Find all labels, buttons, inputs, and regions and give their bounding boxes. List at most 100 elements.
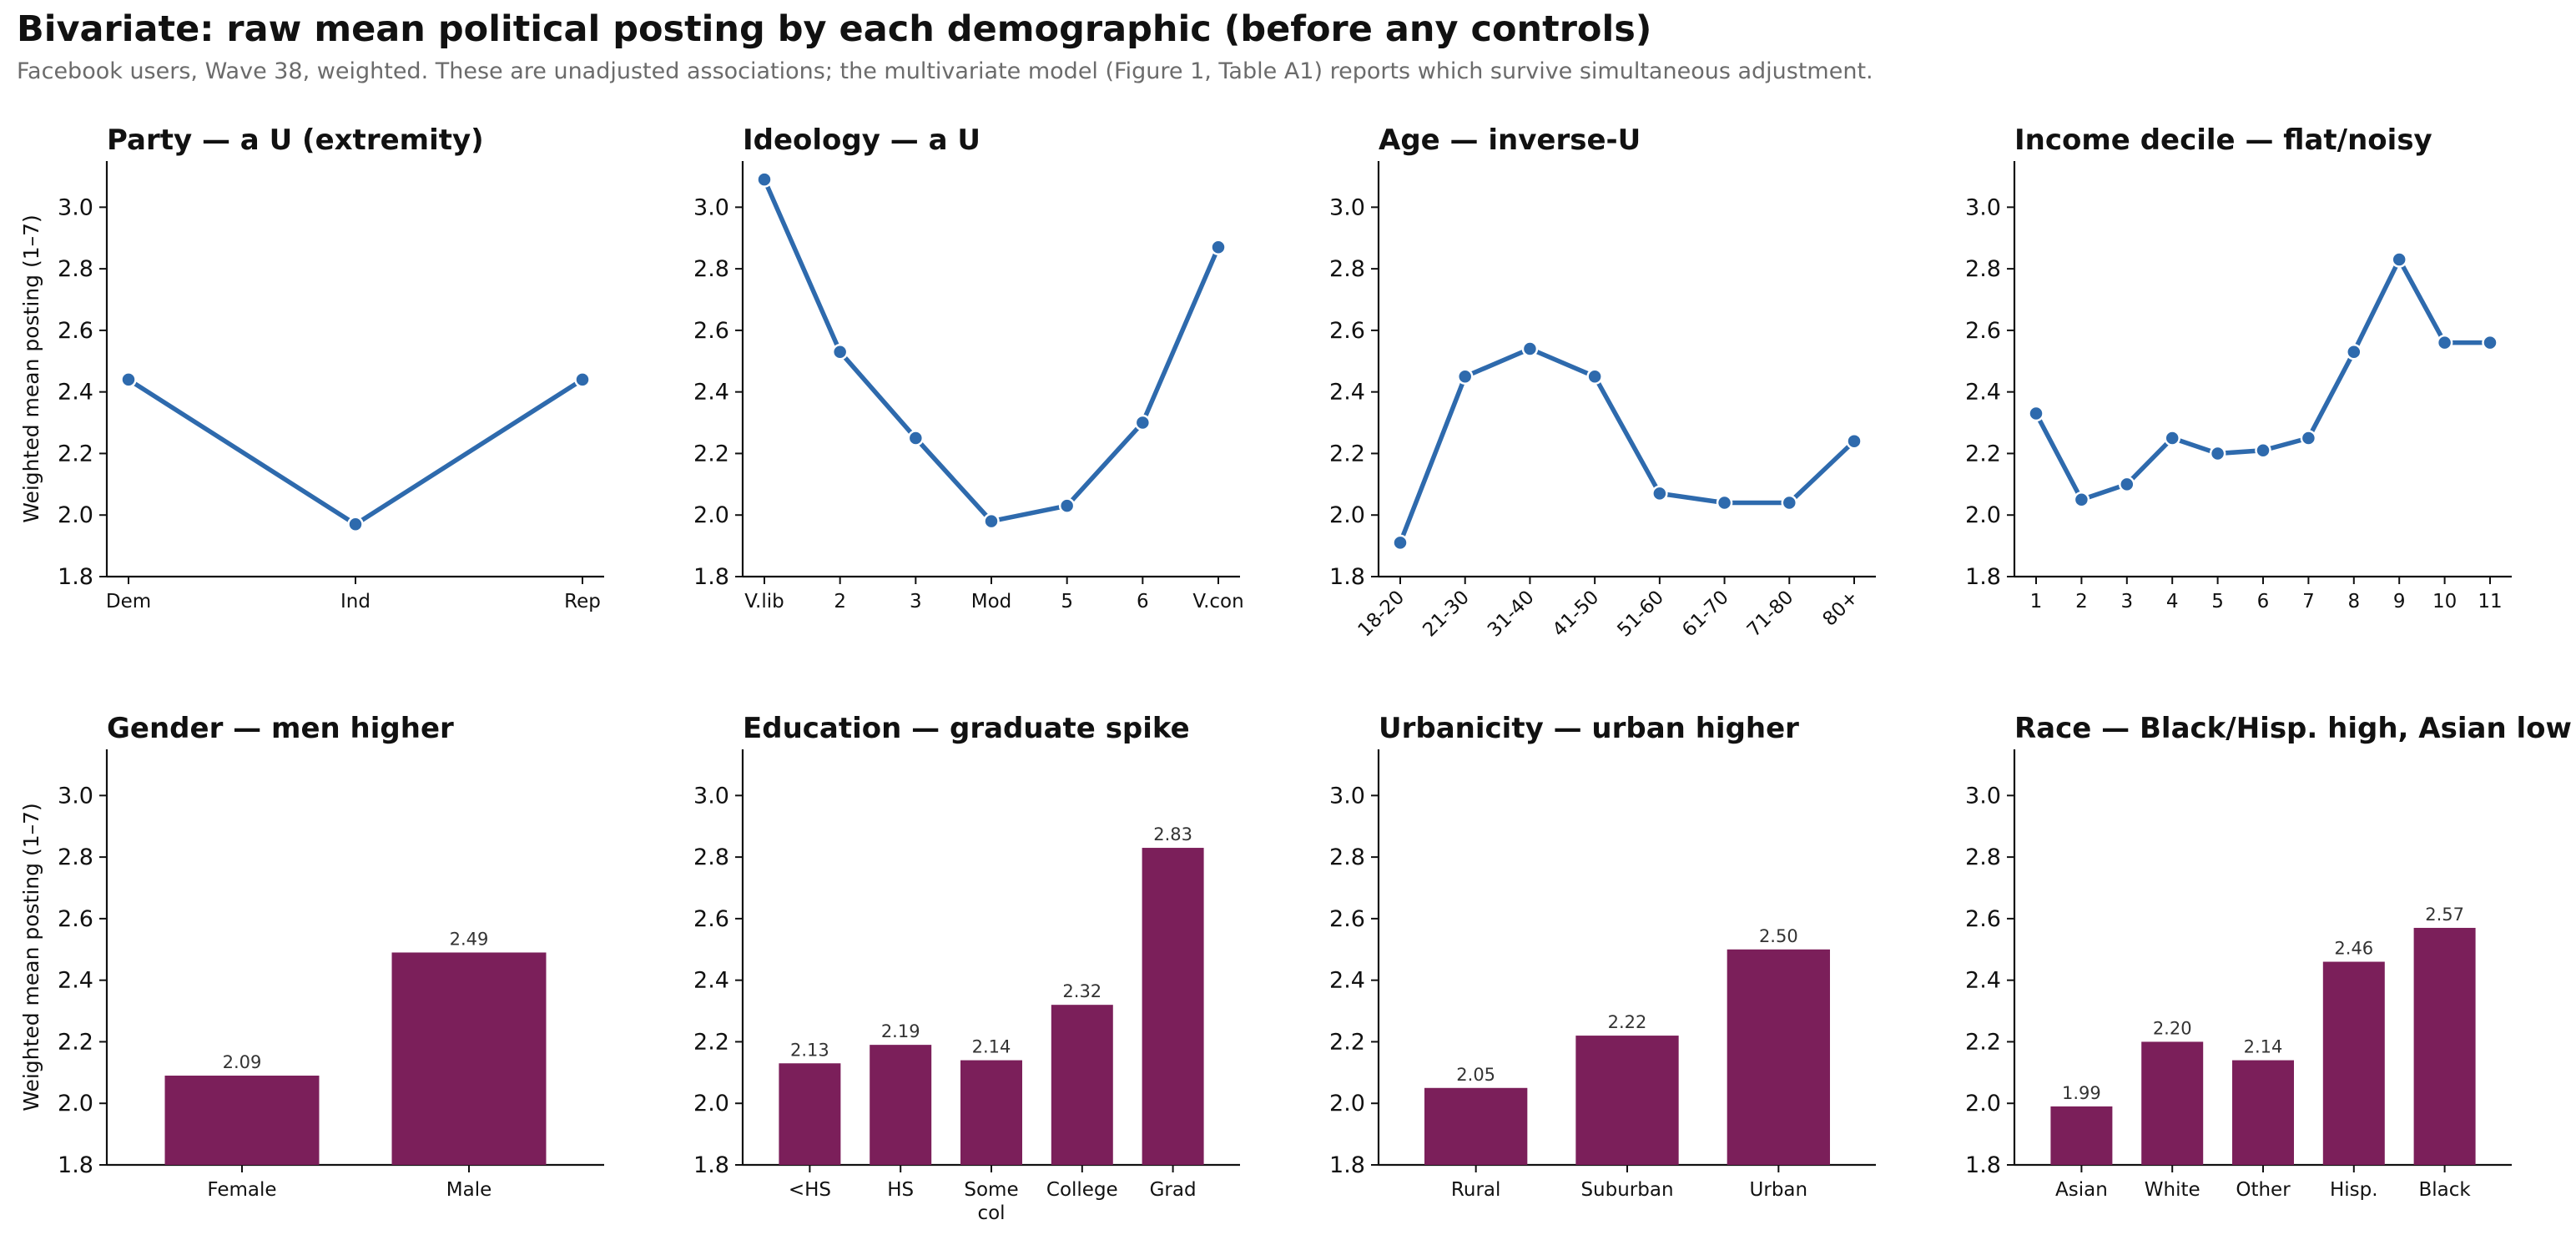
data-point (1521, 340, 1539, 357)
bar-value-label: 2.14 (2244, 1037, 2283, 1057)
data-point (1058, 497, 1076, 514)
y-tick-label: 2.4 (1329, 968, 1365, 994)
x-tick-label: White (2145, 1179, 2200, 1201)
subplot-5: Gender — men higher Weighted mean posting… (19, 712, 604, 1201)
bar (779, 1063, 841, 1165)
bar (1727, 949, 1830, 1165)
y-tick-label: 2.4 (1329, 380, 1365, 406)
data-point (347, 516, 364, 533)
bar-value-label: 2.50 (1759, 926, 1798, 946)
y-tick-label: 2.4 (693, 968, 729, 994)
x-tick-label: Rep (564, 591, 601, 612)
y-tick-label: 2.6 (693, 906, 729, 932)
bar (2232, 1060, 2294, 1165)
x-tick-label: 71-80 (1743, 587, 1798, 642)
data-point (2255, 442, 2271, 459)
y-tick-label: 3.0 (693, 194, 729, 220)
y-tick-label: 2.2 (58, 441, 93, 466)
x-tick-label: 2 (2075, 591, 2088, 612)
subplot-3: Age — inverse-U 1.8 2.0 2.2 2.4 2.6 2.8 3.0 18-2… (1329, 123, 1876, 642)
y-tick-label: 2.6 (58, 318, 93, 344)
bar (2141, 1041, 2204, 1165)
y-tick-label: 2.8 (1329, 844, 1365, 870)
y-tick-label: 2.6 (1965, 906, 2001, 932)
series-line (2034, 257, 2493, 502)
y-tick-label: 2.2 (693, 1029, 729, 1055)
y-tick-label: 1.8 (693, 564, 729, 590)
y-tick-label: 2.6 (1329, 318, 1365, 344)
data-point (1651, 485, 1668, 502)
x-tick-label: Male (446, 1179, 492, 1201)
x-tick-label: Asian (2055, 1179, 2108, 1201)
x-tick-label: Urban (1750, 1179, 1808, 1201)
x-tick-label: Hisp. (2330, 1179, 2378, 1201)
y-tick-label: 3.0 (1965, 783, 2001, 809)
x-tick-label: 7 (2302, 591, 2315, 612)
y-tick-label: 2.0 (58, 1091, 93, 1117)
y-tick-label: 1.8 (1329, 564, 1365, 590)
y-tick-label: 2.0 (693, 1091, 729, 1117)
y-tick-label: 2.2 (693, 441, 729, 466)
bar-value-label: 2.49 (450, 929, 489, 949)
y-tick-label: 1.8 (1965, 564, 2001, 590)
data-point (2300, 430, 2317, 446)
x-tick-label: 61-70 (1678, 587, 1733, 642)
y-tick-label: 1.8 (1965, 1152, 2001, 1178)
x-tick-label: Black (2418, 1179, 2471, 1201)
figure-title: Bivariate: raw mean political posting by… (17, 8, 1652, 50)
subplot-6: Education — graduate spike 1.8 2.0 2.2 2.4 2.… (693, 712, 1240, 1224)
y-tick-label: 2.8 (58, 844, 93, 870)
data-point (574, 371, 591, 388)
subplot-title: Gender — men higher (107, 712, 454, 745)
x-tick-label: Female (207, 1179, 276, 1201)
bar-value-label: 2.14 (972, 1037, 1011, 1057)
bar-value-label: 2.22 (1608, 1012, 1647, 1032)
y-tick-label: 2.4 (1965, 380, 2001, 406)
y-tick-label: 2.6 (1965, 318, 2001, 344)
y-tick-label: 2.0 (1329, 1091, 1365, 1117)
data-point (2209, 445, 2226, 462)
series-line (126, 377, 585, 527)
bar-value-label: 2.05 (1456, 1065, 1495, 1085)
bar (1051, 1005, 1113, 1165)
subplot-1: Party — a U (extremity) Weighted mean pos… (19, 123, 604, 612)
bar (1575, 1036, 1679, 1165)
y-tick-label: 3.0 (58, 194, 93, 220)
bar (2322, 961, 2385, 1165)
figure-subtitle: Facebook users, Wave 38, weighted. These… (17, 58, 1873, 84)
data-point (756, 171, 773, 188)
y-tick-label: 2.0 (1965, 502, 2001, 528)
y-tick-label: 2.4 (1965, 968, 2001, 994)
x-tick-label: 80+ (1819, 587, 1863, 631)
data-point (2346, 343, 2362, 360)
x-tick-label: <HS (789, 1179, 831, 1201)
bar (960, 1060, 1022, 1165)
x-tick-label: Dem (106, 591, 151, 612)
bar-value-label: 1.99 (2062, 1083, 2101, 1103)
data-point (2164, 430, 2180, 446)
y-tick-label: 2.8 (1965, 844, 2001, 870)
subplot-8: Race — Black/Hisp. high, Asian low 1.8 2.0… (1965, 712, 2572, 1201)
subplot-title: Party — a U (extremity) (107, 123, 484, 157)
x-tick-label: Ind (340, 591, 371, 612)
bar-value-label: 2.46 (2334, 939, 2373, 959)
bar (391, 952, 547, 1165)
bar-value-label: 2.19 (881, 1021, 920, 1041)
data-point (1134, 414, 1152, 431)
y-tick-label: 2.0 (1965, 1091, 2001, 1117)
subplot-title: Income decile — flat/noisy (2014, 123, 2432, 157)
x-tick-label: Suburban (1580, 1179, 1673, 1201)
data-point (120, 371, 137, 388)
x-tick-label: 8 (2347, 591, 2360, 612)
x-tick-label: 1 (2030, 591, 2043, 612)
x-tick-label: 11 (2478, 591, 2502, 612)
x-tick-label: 5 (1061, 591, 1073, 612)
y-tick-label: 2.0 (58, 502, 93, 528)
y-tick-label: 2.2 (1965, 441, 2001, 466)
y-tick-label: 2.4 (58, 968, 93, 994)
x-tick-label: 2 (834, 591, 846, 612)
x-tick-label: Mod (971, 591, 1012, 612)
bar-value-label: 2.13 (790, 1040, 829, 1060)
data-point (2482, 334, 2498, 351)
